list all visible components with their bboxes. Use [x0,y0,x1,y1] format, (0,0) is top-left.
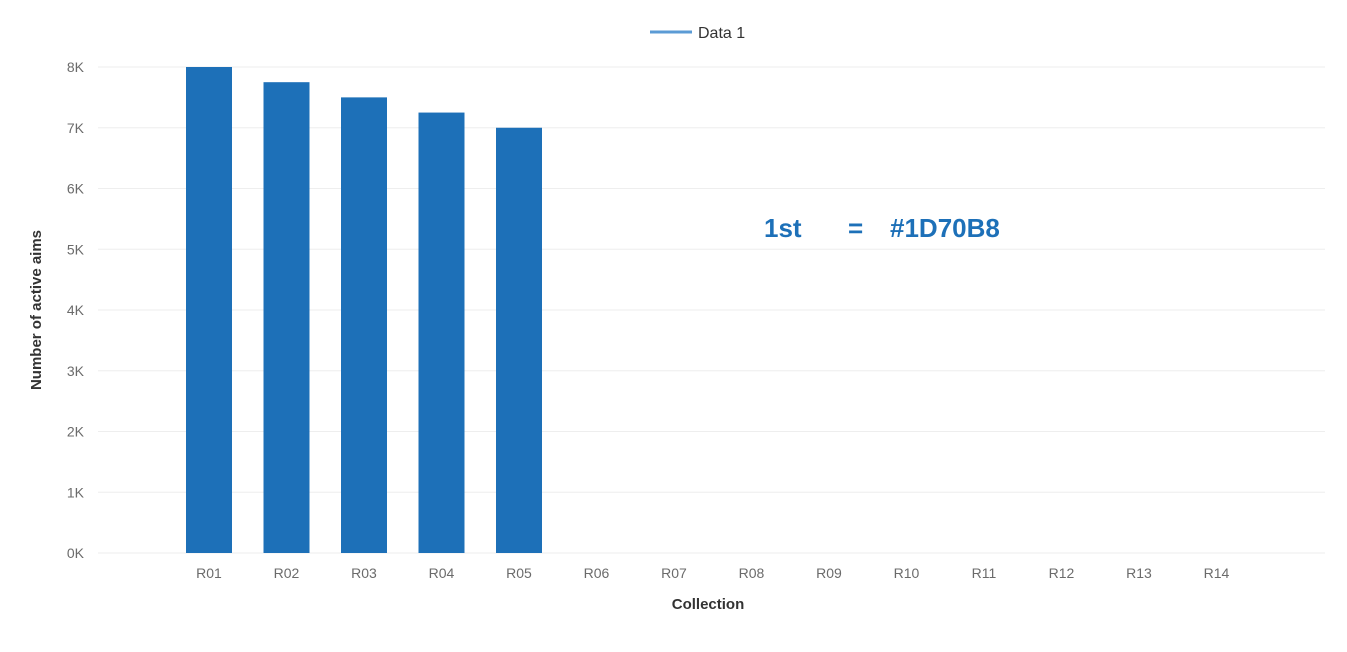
bar-r01[interactable] [186,67,232,553]
x-tick-label: R07 [661,565,687,581]
y-axis-ticks: 0K 1K 2K 3K 4K 5K 6K 7K 8K [67,59,85,561]
x-tick-label: R14 [1204,565,1230,581]
x-tick-label: R03 [351,565,377,581]
legend-label-data-1: Data 1 [698,25,745,42]
x-tick-label: R13 [1126,565,1152,581]
y-tick-label: 5K [67,241,85,257]
legend[interactable]: Data 1 [650,25,745,42]
bars [186,67,542,553]
bar-r02[interactable] [263,82,310,553]
x-axis-title: Collection [672,596,745,613]
y-tick-label: 2K [67,424,85,440]
x-tick-label: R08 [739,565,765,581]
x-axis-ticks: R01 R02 R03 R04 R05 R06 R07 R08 R09 R10 R11 R12 R13 R… [196,565,1229,581]
annotation-value: #1D70B8 [890,213,1000,243]
y-tick-label: 1K [67,484,85,500]
annotation-equals: = [848,213,863,243]
annotation: 1st = #1D70B8 [764,213,1000,243]
y-tick-label: 7K [67,120,85,136]
x-tick-label: R01 [196,565,222,581]
x-tick-label: R02 [274,565,300,581]
x-tick-label: R12 [1049,565,1075,581]
bar-r03[interactable] [341,97,387,553]
x-tick-label: R11 [972,565,997,581]
bar-r04[interactable] [418,112,465,553]
x-tick-label: R06 [584,565,610,581]
x-tick-label: R10 [894,565,920,581]
y-tick-label: 0K [67,545,85,561]
x-tick-label: R04 [429,565,455,581]
annotation-label: 1st [764,213,802,243]
y-tick-label: 8K [67,59,85,75]
y-tick-label: 4K [67,302,85,318]
x-tick-label: R09 [816,565,842,581]
y-axis-title: Number of active aims [28,230,45,390]
bar-r05[interactable] [496,127,542,553]
y-tick-label: 3K [67,363,85,379]
y-tick-label: 6K [67,181,85,197]
x-tick-label: R05 [506,565,532,581]
